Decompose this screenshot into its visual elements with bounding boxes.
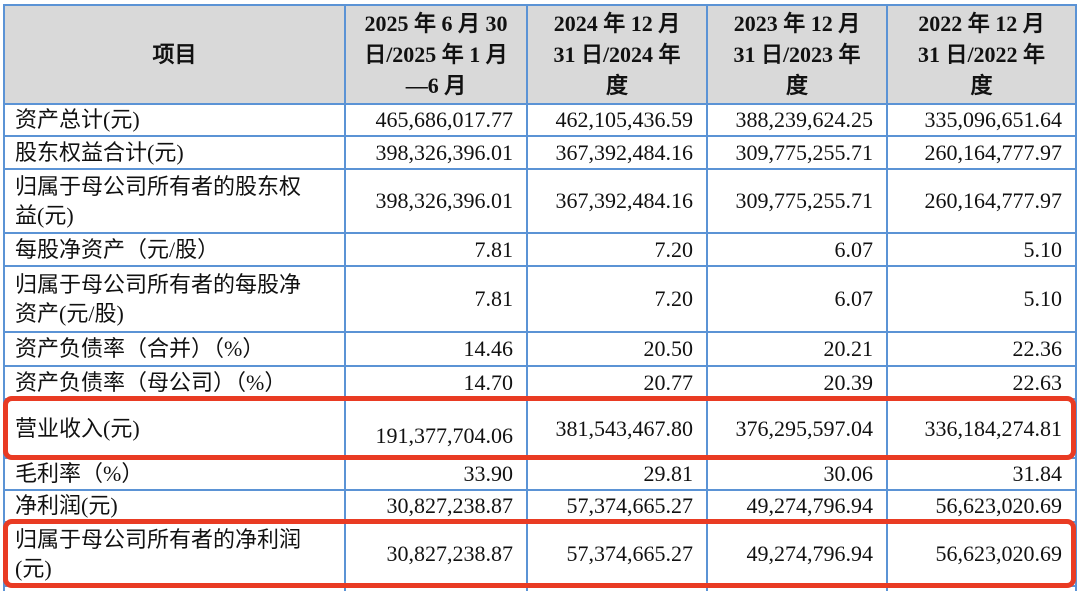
table-row-total-equity: 股东权益合计(元) 398,326,396.01 367,392,484.16 … xyxy=(5,137,1075,170)
cell-value: 335,096,651.64 xyxy=(924,107,1063,133)
cell-value: 56,623,020.69 xyxy=(935,541,1063,567)
row-label: 归属于母公司所有者的每股净 资产(元/股) xyxy=(5,267,346,331)
cell-value: 465,686,017.77 xyxy=(346,105,528,135)
cell-value: 367,392,484.16 xyxy=(528,137,708,168)
cell-value: 22.36 xyxy=(1012,336,1063,362)
cell-value: 20.77 xyxy=(528,367,708,398)
cell-value: 49,274,796.94 xyxy=(708,491,888,521)
cell-value: 30,827,238.87 xyxy=(346,491,528,521)
cell-value: 7.81 xyxy=(346,234,528,265)
cell-value: 191,377,704.06 xyxy=(346,400,528,457)
cell-value: 367,392,484.16 xyxy=(528,170,708,232)
cell-value: 49,274,796.94 xyxy=(708,523,888,585)
table-row-net-profit-parent-highlighted: 归属于母公司所有者的净利润 (元) 30,827,238.87 57,374,6… xyxy=(3,519,1076,588)
row-label: 营业收入(元) xyxy=(5,400,346,457)
column-header-period-2023: 2023 年 12 月 31 日/2023 年 度 xyxy=(708,6,888,103)
cell-value: 376,295,597.04 xyxy=(708,400,888,457)
table-row-net-profit: 净利润(元) 30,827,238.87 57,374,665.27 49,27… xyxy=(5,491,1075,523)
table-header-row: 项目 2025 年 6 月 30 日/2025 年 1 月 —6 月 2024 … xyxy=(5,6,1075,105)
financial-summary-table: 项目 2025 年 6 月 30 日/2025 年 1 月 —6 月 2024 … xyxy=(3,4,1077,591)
cell-value: 6.07 xyxy=(708,267,888,331)
cell-value: 20.39 xyxy=(708,367,888,398)
cell-value: 5.10 xyxy=(1023,236,1063,262)
cell-value: 388,239,624.25 xyxy=(708,105,888,135)
cell-value: 57,374,665.27 xyxy=(528,523,708,585)
row-label: 净利润(元) xyxy=(5,491,346,521)
cell-value: 381,543,467.80 xyxy=(528,400,708,457)
cell-value: 30.06 xyxy=(708,459,888,489)
column-header-period-2025: 2025 年 6 月 30 日/2025 年 1 月 —6 月 xyxy=(346,6,528,103)
cell-value: 20.21 xyxy=(708,333,888,365)
cell-value: 336,184,274.81 xyxy=(924,415,1063,441)
row-label: 股东权益合计(元) xyxy=(5,137,346,168)
cell-value: 29.81 xyxy=(528,459,708,489)
cell-value: 20.50 xyxy=(528,333,708,365)
table-row-net-assets-per-share: 每股净资产（元/股） 7.81 7.20 6.07 5.10 xyxy=(5,234,1075,267)
cell-value xyxy=(528,587,708,591)
row-label: 归属于母公司所有者的股东权 益(元) xyxy=(5,170,346,232)
table-row-debt-ratio-parent: 资产负债率（母公司）（%） 14.70 20.77 20.39 22.63 xyxy=(5,367,1075,400)
row-label: 扣除非经常性损益后归属于母公司所有者的净利润(元) xyxy=(5,587,346,591)
cell-value: 260,164,777.97 xyxy=(924,139,1063,165)
row-label: 资产总计(元) xyxy=(5,105,346,135)
row-label: 毛利率（%） xyxy=(5,459,346,489)
table-row-equity-parent: 归属于母公司所有者的股东权 益(元) 398,326,396.01 367,39… xyxy=(5,170,1075,234)
cell-value: 398,326,396.01 xyxy=(346,137,528,168)
table-row-total-assets: 资产总计(元) 465,686,017.77 462,105,436.59 38… xyxy=(5,105,1075,137)
cell-value: 31.84 xyxy=(1012,461,1063,487)
row-label: 归属于母公司所有者的净利润 (元) xyxy=(5,523,346,585)
table-row-operating-revenue-highlighted: 营业收入(元) 191,377,704.06 381,543,467.80 37… xyxy=(3,396,1076,460)
cell-value: 6.07 xyxy=(708,234,888,265)
cell-value: 30,827,238.87 xyxy=(346,523,528,585)
cell-value xyxy=(708,587,888,591)
cell-value: 57,374,665.27 xyxy=(528,491,708,521)
cell-value xyxy=(888,587,1075,591)
cell-value: 14.70 xyxy=(346,367,528,398)
row-label: 资产负债率（合并）（%） xyxy=(5,333,346,365)
cell-value: 14.46 xyxy=(346,333,528,365)
cell-value: 462,105,436.59 xyxy=(528,105,708,135)
cell-value: 33.90 xyxy=(346,459,528,489)
cell-value: 22.63 xyxy=(1012,369,1063,395)
column-header-item: 项目 xyxy=(5,6,346,103)
cell-value: 5.10 xyxy=(1023,286,1063,312)
table-row-net-assets-per-share-parent: 归属于母公司所有者的每股净 资产(元/股) 7.81 7.20 6.07 5.1… xyxy=(5,267,1075,333)
cell-value: 398,326,396.01 xyxy=(346,170,528,232)
cell-value: 56,623,020.69 xyxy=(935,493,1063,519)
cell-value: 7.20 xyxy=(528,267,708,331)
cell-value: 260,164,777.97 xyxy=(924,188,1063,214)
cell-value: 7.20 xyxy=(528,234,708,265)
row-label: 资产负债率（母公司）（%） xyxy=(5,367,346,398)
table-row-debt-ratio-consolidated: 资产负债率（合并）（%） 14.46 20.50 20.21 22.36 xyxy=(5,333,1075,367)
cell-value: 7.81 xyxy=(346,267,528,331)
row-label: 每股净资产（元/股） xyxy=(5,234,346,265)
cell-value: 309,775,255.71 xyxy=(708,170,888,232)
cell-value xyxy=(346,587,528,591)
column-header-period-2022: 2022 年 12 月 31 日/2022 年 度 xyxy=(917,10,1046,99)
table-row-gross-margin: 毛利率（%） 33.90 29.81 30.06 31.84 xyxy=(5,459,1075,491)
cell-value: 309,775,255.71 xyxy=(708,137,888,168)
column-header-period-2024: 2024 年 12 月 31 日/2024 年 度 xyxy=(528,6,708,103)
table-row-partial-clipped: 扣除非经常性损益后归属于母公司所有者的净利润(元) xyxy=(5,587,1075,591)
